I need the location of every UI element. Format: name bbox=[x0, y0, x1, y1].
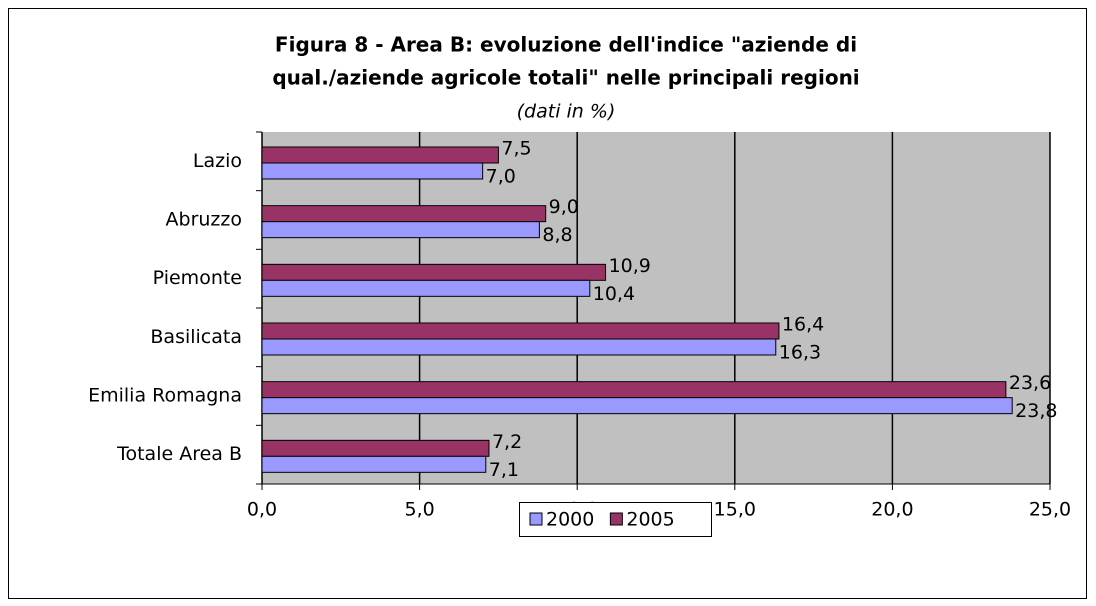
data-label: 7,0 bbox=[486, 166, 516, 188]
data-label: 8,8 bbox=[542, 224, 572, 246]
y-tick-label: Basilicata bbox=[150, 326, 242, 348]
x-tick-label: 25,0 bbox=[1029, 499, 1071, 521]
bar bbox=[261, 338, 777, 356]
plot-area bbox=[262, 132, 1050, 484]
chart-title: qual./aziende agricole totali" nelle pri… bbox=[272, 66, 859, 90]
data-label: 23,6 bbox=[1009, 372, 1051, 394]
chart-subtitle: (dati in %) bbox=[517, 101, 616, 123]
legend-swatch bbox=[609, 512, 623, 526]
data-label: 7,2 bbox=[492, 431, 522, 453]
data-label: 10,4 bbox=[593, 283, 635, 305]
x-tick-label: 5,0 bbox=[404, 499, 434, 521]
bar bbox=[261, 162, 484, 180]
bar bbox=[261, 221, 540, 239]
data-label: 23,8 bbox=[1015, 400, 1057, 422]
data-label: 16,3 bbox=[779, 342, 821, 364]
data-label: 10,9 bbox=[609, 255, 651, 277]
bar bbox=[261, 381, 1007, 399]
data-label: 9,0 bbox=[549, 196, 579, 218]
y-tick-label: Emilia Romagna bbox=[88, 385, 242, 407]
bar bbox=[261, 146, 499, 164]
x-tick-label: 20,0 bbox=[871, 499, 913, 521]
x-tick-label: 0,0 bbox=[247, 499, 277, 521]
y-tick-label: Abruzzo bbox=[166, 209, 242, 231]
data-label: 16,4 bbox=[782, 314, 824, 336]
bar bbox=[261, 397, 1013, 415]
bar bbox=[261, 279, 591, 297]
bar bbox=[261, 322, 780, 340]
legend: 2000 2005 bbox=[519, 502, 712, 537]
data-label: 7,5 bbox=[501, 138, 531, 160]
legend-label: 2005 bbox=[626, 509, 674, 531]
bar bbox=[261, 205, 547, 223]
bar bbox=[261, 455, 487, 473]
legend-swatch bbox=[529, 512, 543, 526]
y-tick-label: Lazio bbox=[193, 150, 242, 172]
bar bbox=[261, 263, 607, 281]
chart-title: Figura 8 - Area B: evoluzione dell'indic… bbox=[275, 33, 857, 57]
bar bbox=[261, 439, 490, 457]
y-tick-label: Totale Area B bbox=[116, 443, 242, 465]
legend-label: 2000 bbox=[546, 509, 594, 531]
data-label: 7,1 bbox=[489, 459, 519, 481]
x-tick-label: 15,0 bbox=[714, 499, 756, 521]
y-tick-label: Piemonte bbox=[153, 267, 242, 289]
